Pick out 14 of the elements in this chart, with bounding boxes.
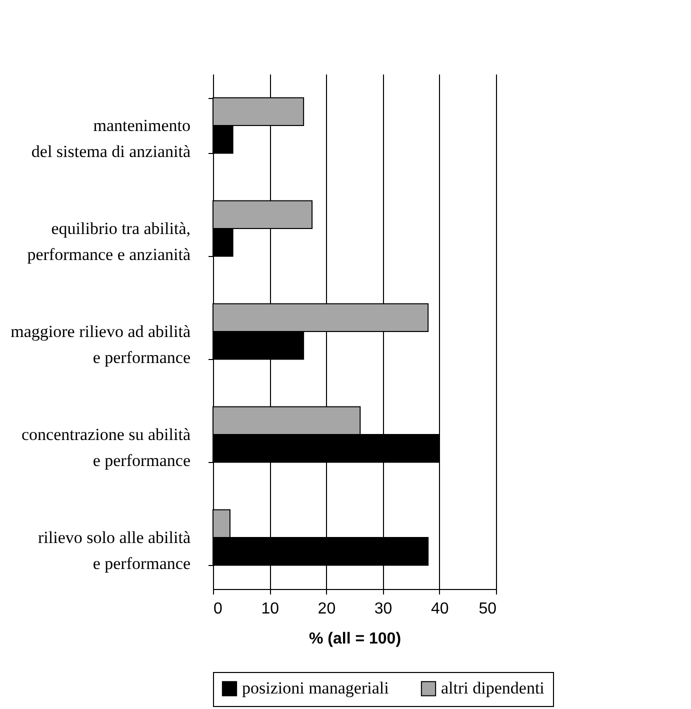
x-tick-label: 30 bbox=[374, 600, 392, 618]
x-tick-label: 40 bbox=[431, 600, 449, 618]
y-tick-label: maggiore rilievo ad abilità e performance bbox=[10, 322, 191, 367]
y-tick-label: rilievo solo alle abilità e performance bbox=[38, 528, 191, 573]
y-tick-label: mantenimento del sistema di anzianità bbox=[31, 116, 191, 161]
legend-label: altri dipendenti bbox=[441, 678, 545, 698]
x-axis-title: % (all = 100) bbox=[308, 630, 402, 648]
x-tick-label: 10 bbox=[261, 600, 280, 618]
y-tick-label: concentrazione su abilità e performance bbox=[22, 425, 191, 470]
x-tick-label: 20 bbox=[318, 600, 336, 618]
y-tick-label: equilibrio tra abilità, performance e anzianità bbox=[27, 219, 191, 264]
x-tick-label: 0 bbox=[214, 600, 222, 618]
legend-label: posizioni manageriali bbox=[242, 678, 390, 698]
x-tick-label: 50 bbox=[478, 600, 497, 618]
